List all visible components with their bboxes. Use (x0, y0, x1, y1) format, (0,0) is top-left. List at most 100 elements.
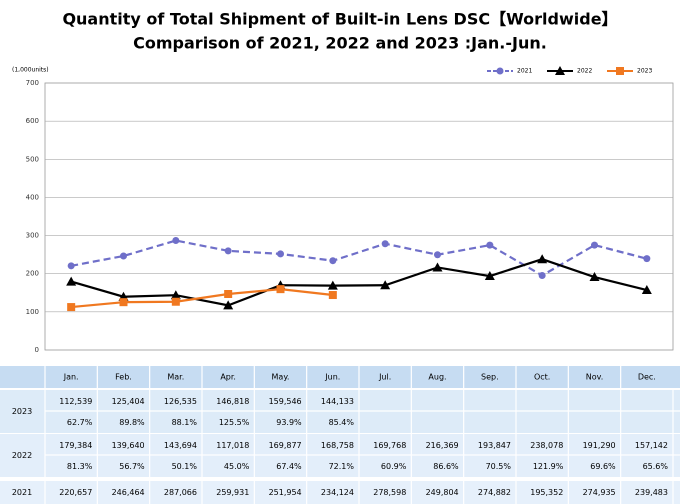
table-header-label: Oct. (534, 373, 550, 382)
chart-subtitle: Comparison of 2021, 2022 and 2023 :Jan.-… (133, 34, 547, 53)
table-ratio: 45.0% (224, 462, 250, 471)
series-line (70, 258, 648, 307)
y-axis-label: (1,000units) (12, 67, 49, 74)
marker (224, 247, 232, 255)
table-value: 216,369 (426, 441, 459, 450)
table-header-label: Dec. (638, 373, 656, 382)
marker (484, 271, 495, 281)
table-header-label: Mar. (167, 373, 184, 382)
y-tick-label: 100 (26, 308, 39, 316)
table-header-label: Jan. (63, 373, 79, 382)
table-value: 144,133 (321, 397, 354, 406)
marker (328, 291, 337, 300)
marker (170, 290, 181, 300)
table-ratio: 125.5% (219, 418, 250, 427)
table-value: 125,404 (112, 397, 145, 406)
series-line (70, 239, 648, 277)
table-value: 112,539 (59, 397, 92, 406)
table-header-label: Sep. (481, 373, 499, 382)
table-value: 234,124 (321, 488, 354, 497)
marker (486, 241, 494, 249)
legend-label: 2023 (637, 68, 652, 75)
marker (380, 280, 391, 290)
table-ratio: 121.9% (533, 462, 564, 471)
marker (224, 289, 233, 298)
table-value: 249,804 (426, 488, 459, 497)
marker (329, 257, 337, 265)
y-tick-label: 200 (26, 270, 39, 278)
table-value: 169,768 (373, 441, 406, 450)
table-value: 259,931 (216, 488, 249, 497)
table-ratio: 56.7% (119, 462, 145, 471)
table-header-label: May. (272, 373, 290, 382)
y-tick-label: 400 (26, 193, 39, 201)
marker (538, 271, 546, 279)
table-value: 274,882 (478, 488, 511, 497)
table-ratio: 72.1% (329, 462, 355, 471)
table-value: 238,078 (530, 441, 563, 450)
table-value: 193,847 (478, 441, 511, 450)
y-tick-label: 500 (26, 155, 39, 163)
marker (496, 67, 504, 75)
marker (120, 252, 127, 260)
legend-label: 2022 (577, 68, 592, 75)
marker (641, 285, 652, 295)
table-value: 274,935 (583, 488, 616, 497)
table-value: 239,483 (635, 488, 668, 497)
table-row (0, 481, 680, 504)
table-header-label: Jul. (378, 373, 391, 382)
y-tick-label: 700 (26, 79, 39, 87)
marker (555, 66, 565, 75)
marker (327, 280, 338, 290)
table-row-label: 2021 (12, 488, 32, 497)
table-value: 195,352 (530, 488, 563, 497)
table-header (0, 366, 680, 388)
table-ratio: 88.1% (172, 418, 198, 427)
table-row-label: 2023 (12, 407, 32, 416)
table-ratio: 81.3% (67, 462, 93, 471)
marker (537, 254, 548, 264)
table-ratio: 85.4% (329, 418, 355, 427)
table-value: 143,694 (164, 441, 197, 450)
table-ratio: 86.6% (433, 462, 459, 471)
table-value: 246,464 (112, 488, 145, 497)
series-line (71, 288, 333, 309)
marker (616, 67, 624, 75)
y-tick-label: 300 (26, 232, 39, 240)
table-ratio: 70.5% (486, 462, 512, 471)
table-ratio: 67.4% (276, 462, 302, 471)
table-ratio: 89.8% (119, 418, 145, 427)
table-value: 159,546 (269, 397, 302, 406)
marker (591, 241, 598, 249)
marker (277, 250, 284, 258)
table-header-label: Apr. (220, 373, 236, 382)
marker (432, 262, 443, 272)
table-ratio: 50.1% (172, 462, 198, 471)
table-header-label: Aug. (428, 373, 446, 382)
table-value: 168,758 (321, 441, 354, 450)
marker (643, 255, 651, 263)
marker (67, 303, 76, 312)
marker (381, 240, 389, 248)
marker (172, 237, 180, 245)
table-value: 157,142 (635, 441, 668, 450)
plot-area (44, 82, 674, 351)
marker (276, 285, 285, 294)
table-value: 220,657 (59, 488, 92, 497)
table-value: 251,954 (269, 488, 302, 497)
table-value: 278,598 (373, 488, 406, 497)
y-tick-label: 600 (26, 117, 39, 125)
table-value: 179,384 (59, 441, 92, 450)
table-header-label: Jun. (324, 373, 340, 382)
table-value: 287,066 (164, 488, 197, 497)
table-ratio: 60.9% (381, 462, 407, 471)
marker (171, 297, 180, 306)
table-value: 139,640 (112, 441, 145, 450)
marker (119, 298, 128, 307)
table-value: 117,018 (216, 441, 249, 450)
table-value: 169,877 (269, 441, 302, 450)
marker (66, 276, 77, 286)
table-row-label: 2022 (12, 451, 32, 460)
marker (434, 251, 441, 259)
